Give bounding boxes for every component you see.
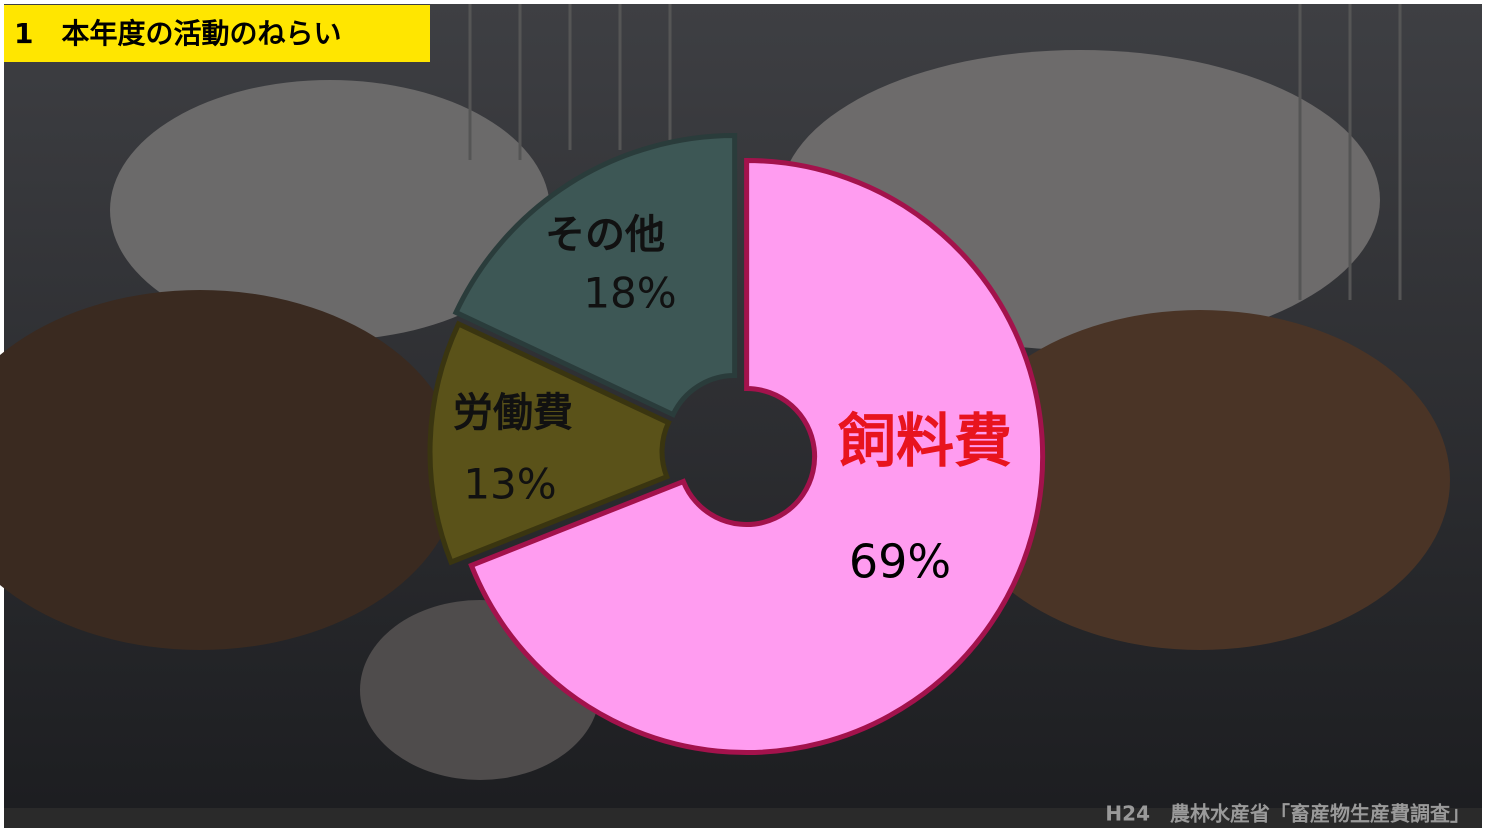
category-label: 飼料費 — [838, 407, 1012, 475]
source: H24 農林水産省「畜産物生産費調査」 — [1105, 802, 1470, 826]
value-label: 18% — [583, 269, 676, 318]
title-box — [4, 5, 430, 62]
slice — [427, 320, 672, 566]
slice — [468, 157, 1046, 755]
slice — [452, 133, 738, 418]
category-label: その他 — [545, 212, 665, 258]
donut-chart: 飼料費 69% 労働費 13% その他 18% — [427, 133, 1046, 755]
title: 1 本年度の活動のねらい — [14, 17, 341, 50]
category-label: 労働費 — [453, 390, 573, 436]
value-label: 13% — [463, 460, 556, 509]
value-label: 69% — [849, 535, 951, 589]
